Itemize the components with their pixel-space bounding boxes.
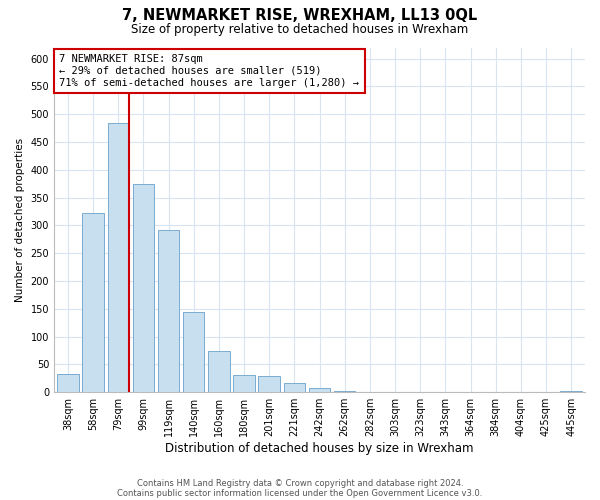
Bar	[57, 374, 79, 392]
Bar	[133, 184, 154, 392]
Bar	[309, 388, 330, 392]
Bar	[183, 312, 205, 392]
Bar	[334, 391, 355, 392]
Bar	[208, 350, 230, 392]
Bar	[107, 123, 129, 392]
Bar	[82, 212, 104, 392]
Text: Contains HM Land Registry data © Crown copyright and database right 2024.: Contains HM Land Registry data © Crown c…	[137, 478, 463, 488]
Text: 7, NEWMARKET RISE, WREXHAM, LL13 0QL: 7, NEWMARKET RISE, WREXHAM, LL13 0QL	[122, 8, 478, 22]
X-axis label: Distribution of detached houses by size in Wrexham: Distribution of detached houses by size …	[165, 442, 474, 455]
Y-axis label: Number of detached properties: Number of detached properties	[15, 138, 25, 302]
Text: Size of property relative to detached houses in Wrexham: Size of property relative to detached ho…	[131, 22, 469, 36]
Bar	[233, 375, 255, 392]
Bar	[259, 376, 280, 392]
Bar	[158, 230, 179, 392]
Text: 7 NEWMARKET RISE: 87sqm
← 29% of detached houses are smaller (519)
71% of semi-d: 7 NEWMARKET RISE: 87sqm ← 29% of detache…	[59, 54, 359, 88]
Bar	[560, 391, 582, 392]
Text: Contains public sector information licensed under the Open Government Licence v3: Contains public sector information licen…	[118, 488, 482, 498]
Bar	[284, 384, 305, 392]
